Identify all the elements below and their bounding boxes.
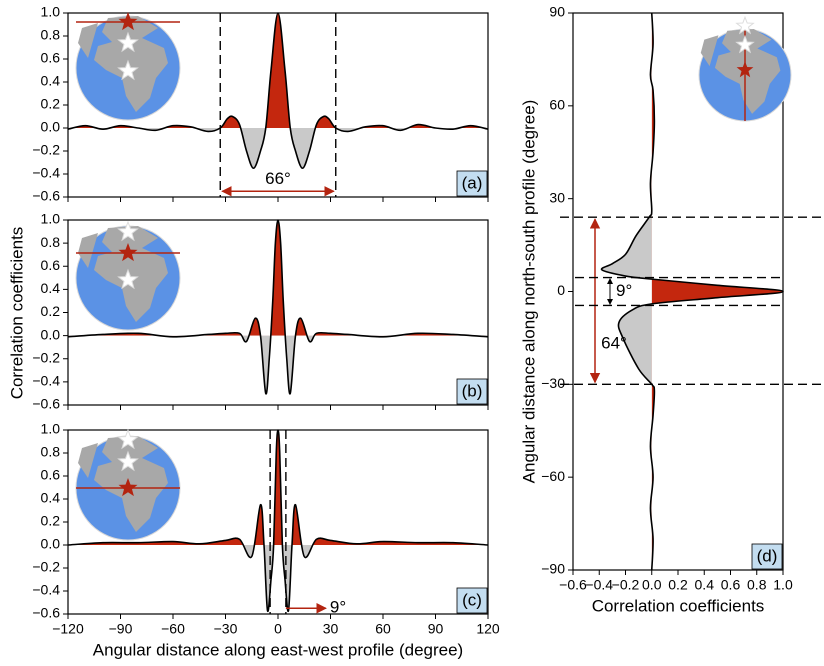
x-tick-label: 30	[323, 621, 339, 637]
x-tick-label: −30	[214, 621, 238, 637]
y-tick-label: 0.0	[41, 326, 61, 342]
x-tick-label: 60	[375, 621, 391, 637]
panel: −90 −60 −30 0 30 60 90 −0.6−0.4−0.2 0.0 0.2 0.4 0.6…	[519, 4, 823, 615]
y-tick-label: 0.6	[41, 467, 61, 483]
panel: −0.6 −0.4 −0.2 0.0 0.2 0.4 0.6 0.8 1.0 −120 −90 −60…	[32, 421, 500, 660]
star	[117, 31, 139, 53]
positive-area	[651, 13, 783, 570]
x-tick-label: 90	[428, 621, 444, 637]
y-tick-label: −0.4	[32, 373, 60, 389]
x-tick-label: 0	[274, 621, 282, 637]
span-label: 66°	[265, 169, 291, 188]
y-tick-label: −0.6	[32, 188, 60, 204]
land	[94, 226, 168, 322]
y-tick-label: 0.4	[41, 73, 61, 89]
panel-label-box	[456, 587, 488, 614]
panel-label: (d)	[757, 546, 778, 565]
x-tick-label: −0.4	[585, 577, 613, 593]
land	[78, 233, 98, 268]
span-label: 9°	[616, 281, 632, 300]
star	[117, 220, 139, 242]
land	[78, 443, 98, 478]
y-axis-title: Angular distance along north-south profi…	[519, 100, 538, 484]
y-tick-label: −60	[541, 468, 565, 484]
land	[94, 436, 168, 532]
x-tick-label: 0.2	[668, 577, 688, 593]
y-tick-label: 0.0	[41, 536, 61, 552]
panel: −0.6 −0.4 −0.2 0.0 0.2 0.4 0.6 0.8 1.0 Correlatio…	[7, 211, 489, 412]
panel-label-box	[456, 170, 488, 197]
star	[118, 243, 138, 262]
panel-label-box	[456, 378, 488, 405]
x-tick-label: 1.0	[773, 577, 793, 593]
x-tick-label: −0.2	[612, 577, 640, 593]
x-tick-label: 0.4	[695, 577, 715, 593]
land	[700, 35, 719, 67]
y-tick-label: 0.4	[41, 280, 61, 296]
y-tick-label: 1.0	[41, 4, 61, 20]
span-label: 9°	[330, 598, 346, 617]
x-tick-label: 0.6	[721, 577, 741, 593]
x-tick-label: −90	[109, 621, 133, 637]
y-tick-label: 1.0	[41, 421, 61, 437]
positive-area	[68, 430, 488, 545]
x-tick-label: 0.8	[747, 577, 767, 593]
y-axis-title: Correlation coefficients	[7, 227, 26, 400]
x-axis-title: Correlation coefficients	[592, 596, 765, 615]
y-tick-label: −0.4	[32, 165, 60, 181]
x-tick-label: 0.0	[642, 577, 662, 593]
panel-label: (a)	[462, 173, 483, 192]
y-tick-label: −30	[541, 375, 565, 391]
y-tick-label: −0.2	[32, 349, 60, 365]
positive-area	[68, 220, 488, 336]
star	[118, 12, 138, 31]
y-tick-label: 0.6	[41, 50, 61, 66]
star	[117, 268, 139, 290]
panel-label: (b)	[462, 381, 483, 400]
star	[117, 450, 139, 472]
y-tick-label: 0.8	[41, 27, 61, 43]
panel-label-box	[751, 543, 783, 570]
star	[735, 15, 755, 35]
land	[78, 23, 98, 58]
y-tick-label: −0.4	[32, 582, 60, 598]
span-label: 64°	[601, 334, 627, 353]
y-tick-label: 0.2	[41, 303, 61, 319]
y-tick-label: 60	[549, 97, 565, 113]
y-tick-label: 0	[557, 282, 565, 298]
y-tick-label: 30	[549, 189, 565, 205]
x-tick-label: 120	[476, 621, 500, 637]
land	[94, 16, 168, 112]
positive-area	[68, 13, 488, 128]
star	[735, 34, 755, 54]
panel: −0.6 −0.4 −0.2 0.0 0.2 0.4 0.6 0.8 1.0 (a) 66°	[32, 4, 489, 204]
y-tick-label: −0.6	[32, 605, 60, 621]
correlation-line	[600, 12, 784, 571]
x-tick-label: −120	[52, 621, 84, 637]
x-axis-title: Angular distance along east-west profile…	[93, 640, 463, 659]
y-tick-label: −0.6	[32, 396, 60, 412]
x-tick-label: −0.6	[559, 577, 587, 593]
star	[736, 61, 754, 78]
y-tick-label: −0.2	[32, 142, 60, 158]
panel-label: (c)	[462, 590, 482, 609]
y-tick-label: 0.8	[41, 234, 61, 250]
y-tick-label: 0.8	[41, 444, 61, 460]
star	[118, 478, 138, 497]
y-tick-label: 90	[549, 4, 565, 20]
y-tick-label: 0.0	[41, 119, 61, 135]
y-tick-label: 1.0	[41, 211, 61, 227]
y-tick-label: 0.2	[41, 513, 61, 529]
y-tick-label: 0.2	[41, 96, 61, 112]
y-tick-label: −0.2	[32, 559, 60, 575]
y-tick-label: −90	[541, 561, 565, 577]
y-tick-label: 0.6	[41, 257, 61, 273]
y-tick-label: 0.4	[41, 490, 61, 506]
star	[117, 59, 139, 81]
star	[117, 428, 139, 450]
x-tick-label: −60	[161, 621, 185, 637]
